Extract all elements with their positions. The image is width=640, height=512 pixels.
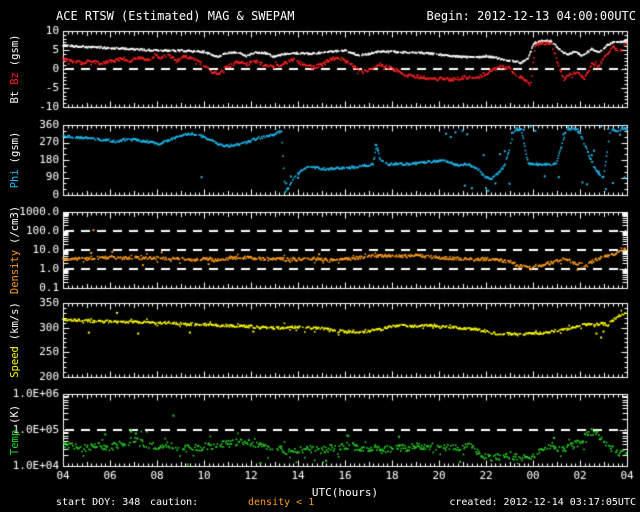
density-caution-text: density < 1 [248,497,315,508]
bt-label: Bt [9,90,21,104]
temp-label: Temp [9,429,21,456]
caution-label: caution: [150,497,199,508]
start-doy-text: start DOY: 348 [56,497,141,508]
phi-unit-label: (gsm) [9,131,21,164]
x-axis-label: UTC(hours) [311,486,379,499]
y-axis-label-phi: Phi (gsm) [9,132,21,189]
begin-timestamp: Begin: 2012-12-13 04:00:00UTC [426,9,636,23]
y-axis-label-bt-bz: Bt Bz (gsm) [9,35,21,104]
y-axis-label-density: Density (/cm3) [9,206,21,294]
y-axis-label-temp: Temp (K) [9,405,21,455]
page-title: ACE RTSW (Estimated) MAG & SWEPAM [56,9,295,23]
phi-label: Phi [9,169,21,189]
density-unit-label: (/cm3) [9,205,21,244]
speed-unit-label: (km/s) [9,302,21,341]
y-axis-label-speed: Speed (km/s) [9,302,21,378]
temp-unit-label: (K) [9,404,21,424]
bt-bz-unit-label: (gsm) [9,34,21,67]
bz-label: Bz [9,72,21,85]
created-timestamp: created: 2012-12-14 03:17:05UTC [449,497,636,508]
speed-label: Speed [9,346,21,378]
density-label: Density [9,249,21,295]
